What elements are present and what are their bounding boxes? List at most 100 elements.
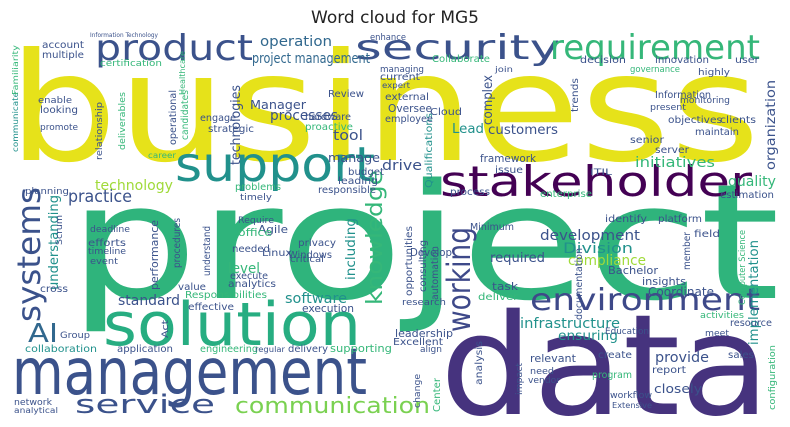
word: responsible (318, 185, 376, 196)
word: ensuring (558, 329, 618, 344)
word: manage (328, 151, 380, 165)
word: compliance (568, 253, 646, 269)
word: cross (40, 284, 68, 295)
word: execute (230, 271, 268, 282)
word-cloud: businessprojectdatamanagementsolutionsup… (8, 22, 780, 427)
word: Responsibilities (185, 290, 267, 301)
word: project management (252, 51, 370, 67)
word: efforts (88, 238, 126, 249)
word: regular (255, 345, 286, 354)
word: customers (488, 123, 558, 138)
word: present (650, 103, 686, 113)
word: multiple (42, 50, 84, 61)
word: Computer Science (738, 230, 748, 305)
word: Coordinate (648, 285, 714, 299)
word: standard (118, 293, 180, 309)
word: activities (700, 311, 744, 321)
word: clients (720, 115, 756, 126)
word: operational (168, 90, 179, 145)
word: requirement (550, 28, 760, 68)
word: network (14, 398, 53, 408)
word: member (682, 231, 693, 270)
word: organization (764, 80, 779, 170)
word: practice (68, 187, 132, 207)
word: user (735, 55, 760, 66)
word: understanding (47, 195, 62, 290)
word: business (8, 22, 760, 196)
word: candidates (180, 90, 191, 140)
word: objectives (668, 115, 722, 126)
word: join (494, 65, 513, 74)
word: Develop (410, 246, 452, 259)
word: office (238, 226, 272, 239)
word: Bachelor (608, 264, 658, 277)
word: strategic (208, 124, 254, 135)
word: working (440, 227, 478, 332)
word: security (355, 28, 560, 68)
word: level (228, 261, 260, 277)
word: technology (95, 178, 173, 194)
word: Oversee (388, 102, 432, 115)
word: Cloud (430, 107, 462, 118)
word: event (90, 257, 119, 267)
word: platform (658, 214, 702, 225)
word: Education (605, 327, 649, 337)
word: engineering (200, 344, 258, 355)
word: Manager (250, 98, 306, 112)
word: Linux (262, 248, 292, 259)
word: senior (630, 135, 665, 146)
word: Minimum (470, 222, 514, 233)
word: management (12, 336, 367, 410)
word: effective (188, 302, 234, 313)
word: procedures (172, 218, 183, 268)
word: Collaborate (432, 54, 490, 65)
word: budget (348, 167, 384, 178)
word: ITIL (590, 168, 612, 178)
word: analytical (14, 406, 58, 415)
word: infrastructure (520, 316, 620, 332)
word: enable (38, 96, 73, 106)
word: processes (270, 108, 338, 124)
word: documentation (574, 248, 585, 320)
word: workflow (610, 391, 652, 401)
word: career (148, 151, 177, 160)
word: value (178, 282, 206, 293)
word: insights (642, 275, 686, 288)
word: Healthcare (178, 51, 187, 95)
word: performance (148, 220, 161, 290)
word: change (413, 374, 423, 408)
word: enterprise (540, 189, 592, 200)
word: deliver (478, 292, 519, 303)
word: communicate (11, 92, 20, 152)
word: privacy (298, 238, 336, 249)
word: Require (238, 216, 274, 226)
word: account (42, 40, 84, 51)
word: need (530, 367, 554, 377)
word: issue (495, 165, 523, 176)
word: timely (240, 193, 273, 203)
word: relationship (95, 102, 105, 160)
word: planning (25, 187, 69, 197)
word: communication (235, 394, 430, 419)
word: trends (570, 78, 581, 112)
word: research (402, 298, 446, 308)
word: consulting (418, 240, 429, 292)
word: Excellent (393, 337, 443, 348)
word: align (420, 345, 442, 355)
word: including (344, 218, 359, 280)
word: application (117, 344, 173, 355)
word: enhance (370, 33, 406, 43)
word: Extensive (612, 401, 652, 410)
word: external (385, 92, 429, 103)
word: engage (200, 113, 236, 124)
word: task (492, 280, 519, 293)
word: Agile (258, 223, 288, 236)
word: maintain (695, 127, 739, 138)
word: governance (630, 65, 680, 75)
word: provide (655, 350, 709, 366)
word: Familiarity (11, 45, 20, 95)
word: estimation (720, 190, 774, 201)
word: server (655, 145, 690, 156)
word: Group (60, 331, 90, 341)
word: problems (235, 182, 281, 193)
